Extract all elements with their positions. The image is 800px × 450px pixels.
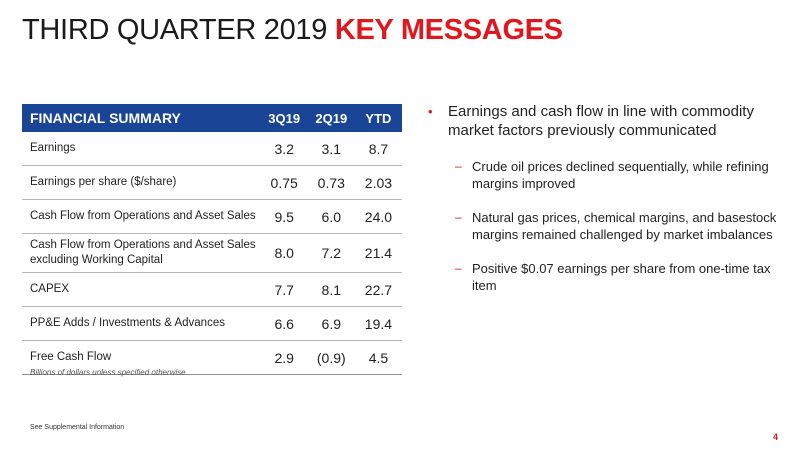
sub-bullet: – Positive $0.07 earnings per share from…	[428, 260, 778, 294]
table-row: Earnings 3.2 3.1 8.7	[22, 132, 402, 166]
page-number: 4	[772, 432, 778, 442]
financial-summary-table: FINANCIAL SUMMARY 3Q19 2Q19 YTD Earnings…	[22, 104, 402, 375]
cell-3q19: 7.7	[260, 272, 308, 307]
bullet-icon: •	[428, 104, 433, 119]
cell-2q19: 6.9	[307, 306, 355, 341]
sub-bullet-list: – Crude oil prices declined sequentially…	[428, 158, 778, 294]
cell-2q19: 6.0	[307, 199, 355, 234]
cell-ytd: 2.03	[354, 165, 402, 200]
row-label: Cash Flow from Operations and Asset Sale…	[22, 199, 261, 234]
table-row: PP&E Adds / Investments & Advances 6.6 6…	[22, 306, 402, 341]
supplemental-note: See Supplemental Information	[30, 424, 125, 431]
cell-2q19: 3.1	[307, 132, 355, 166]
row-label: Earnings per share ($/share)	[22, 165, 261, 200]
dash-icon: –	[455, 261, 462, 275]
title-main: THIRD QUARTER 2019	[22, 14, 328, 46]
row-label: CAPEX	[22, 272, 261, 307]
row-label: Cash Flow from Operations and Asset Sale…	[22, 233, 261, 273]
title-accent: KEY MESSAGES	[334, 14, 563, 46]
sub-bullet-text: Natural gas prices, chemical margins, an…	[472, 210, 777, 242]
cell-3q19: 6.6	[260, 306, 308, 341]
table-row: CAPEX 7.7 8.1 22.7	[22, 272, 402, 307]
cell-3q19: 8.0	[260, 233, 308, 273]
main-bullet-text: Earnings and cash flow in line with comm…	[448, 103, 754, 139]
header-2q19: 2Q19	[307, 104, 355, 132]
table-row: Cash Flow from Operations and Asset Sale…	[22, 199, 402, 234]
cell-2q19: 0.73	[307, 165, 355, 200]
cell-ytd: 8.7	[354, 132, 402, 166]
sub-bullet: – Crude oil prices declined sequentially…	[428, 158, 778, 192]
dash-icon: –	[455, 210, 462, 224]
header-ytd: YTD	[354, 104, 402, 132]
table-header-row: FINANCIAL SUMMARY 3Q19 2Q19 YTD	[22, 104, 402, 132]
slide-title: THIRD QUARTER 2019 KEY MESSAGES	[22, 14, 563, 47]
row-label: Free Cash Flow	[22, 340, 261, 375]
table-footnote: Billions of dollars unless specified oth…	[30, 368, 186, 377]
cell-2q19: (0.9)	[307, 340, 355, 375]
cell-3q19: 3.2	[260, 132, 308, 166]
cell-ytd: 22.7	[354, 272, 402, 307]
row-label: Earnings	[22, 132, 261, 166]
cell-ytd: 21.4	[354, 233, 402, 273]
cell-ytd: 4.5	[354, 340, 402, 375]
main-bullet: • Earnings and cash flow in line with co…	[428, 102, 778, 140]
cell-3q19: 9.5	[260, 199, 308, 234]
key-messages: • Earnings and cash flow in line with co…	[428, 102, 778, 311]
dash-icon: –	[455, 159, 462, 173]
sub-bullet-text: Positive $0.07 earnings per share from o…	[472, 261, 771, 293]
header-financial-summary: FINANCIAL SUMMARY	[22, 104, 261, 132]
cell-3q19: 0.75	[260, 165, 308, 200]
cell-ytd: 19.4	[354, 306, 402, 341]
table-row: Earnings per share ($/share) 0.75 0.73 2…	[22, 165, 402, 200]
cell-3q19: 2.9	[260, 340, 308, 375]
cell-2q19: 8.1	[307, 272, 355, 307]
cell-2q19: 7.2	[307, 233, 355, 273]
row-label: PP&E Adds / Investments & Advances	[22, 306, 261, 341]
header-3q19: 3Q19	[260, 104, 308, 132]
table-row: Free Cash Flow 2.9 (0.9) 4.5	[22, 340, 402, 375]
sub-bullet-text: Crude oil prices declined sequentially, …	[472, 159, 769, 191]
sub-bullet: – Natural gas prices, chemical margins, …	[428, 209, 778, 243]
table-row: Cash Flow from Operations and Asset Sale…	[22, 233, 402, 273]
cell-ytd: 24.0	[354, 199, 402, 234]
